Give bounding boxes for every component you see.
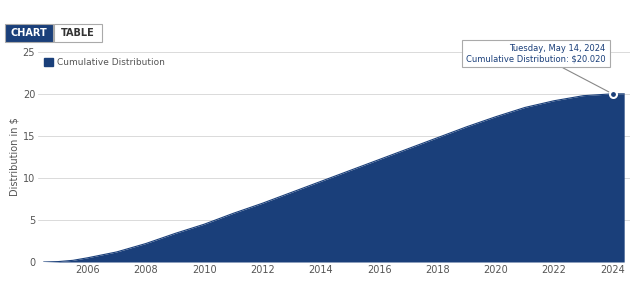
FancyBboxPatch shape (54, 24, 102, 42)
Text: CHART: CHART (11, 28, 47, 38)
Text: Tuesday, May 14, 2024
Cumulative Distribution: $20.020: Tuesday, May 14, 2024 Cumulative Distrib… (466, 44, 609, 92)
Text: CUMULATIVE DISTRIBUTION HISTORY: CUMULATIVE DISTRIBUTION HISTORY (5, 5, 252, 18)
Legend: Cumulative Distribution: Cumulative Distribution (42, 57, 166, 69)
FancyBboxPatch shape (5, 24, 53, 42)
Y-axis label: Distribution in $: Distribution in $ (10, 118, 20, 196)
Text: As of 3/31/24: As of 3/31/24 (557, 6, 635, 16)
Text: TABLE: TABLE (61, 28, 95, 38)
